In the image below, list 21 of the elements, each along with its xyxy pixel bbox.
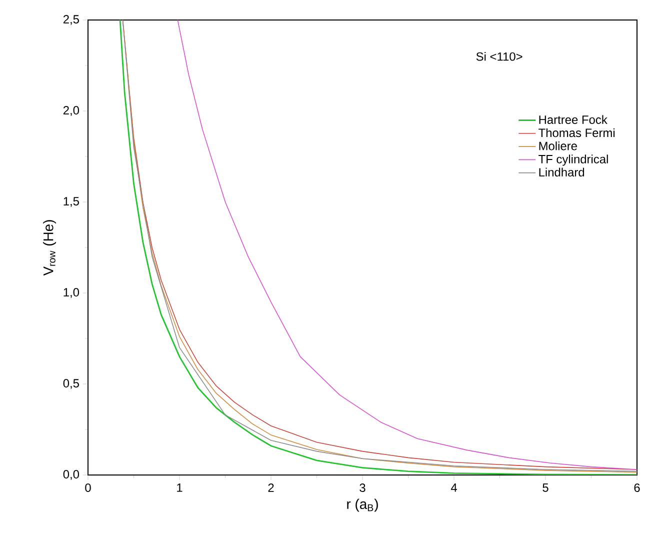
y-tick-label: 2,0	[63, 106, 80, 116]
x-tick-label: 0	[85, 484, 91, 492]
x-tick-label: 3	[360, 484, 366, 492]
legend-label: Hartree Fock	[539, 115, 608, 124]
y-tick-label: 2,5	[63, 15, 79, 25]
y-tick-label: 0,5	[63, 379, 79, 389]
y-tick-label: 1,0	[64, 288, 80, 298]
x-tick-label: 4	[450, 484, 457, 492]
x-tick-label: 2	[268, 484, 274, 492]
legend-label: Thomas Fermi	[538, 128, 615, 138]
legend-label: TF cylindrical	[538, 154, 608, 166]
y-tick-label: 0,0	[63, 470, 80, 480]
x-tick-label: 6	[634, 484, 640, 492]
x-axis-title: r (a$_{B}$)	[347, 498, 378, 512]
legend-label: Moliere	[539, 141, 577, 150]
annotation: Si <110>	[476, 52, 522, 61]
x-tick-label: 1	[177, 484, 182, 492]
y-tick-label: 1,5	[64, 197, 79, 207]
x-tick-label: 5	[542, 484, 548, 492]
y-axis-title: V$_{row}$ (He)	[43, 220, 56, 276]
legend-label: Lindhard	[539, 168, 584, 177]
